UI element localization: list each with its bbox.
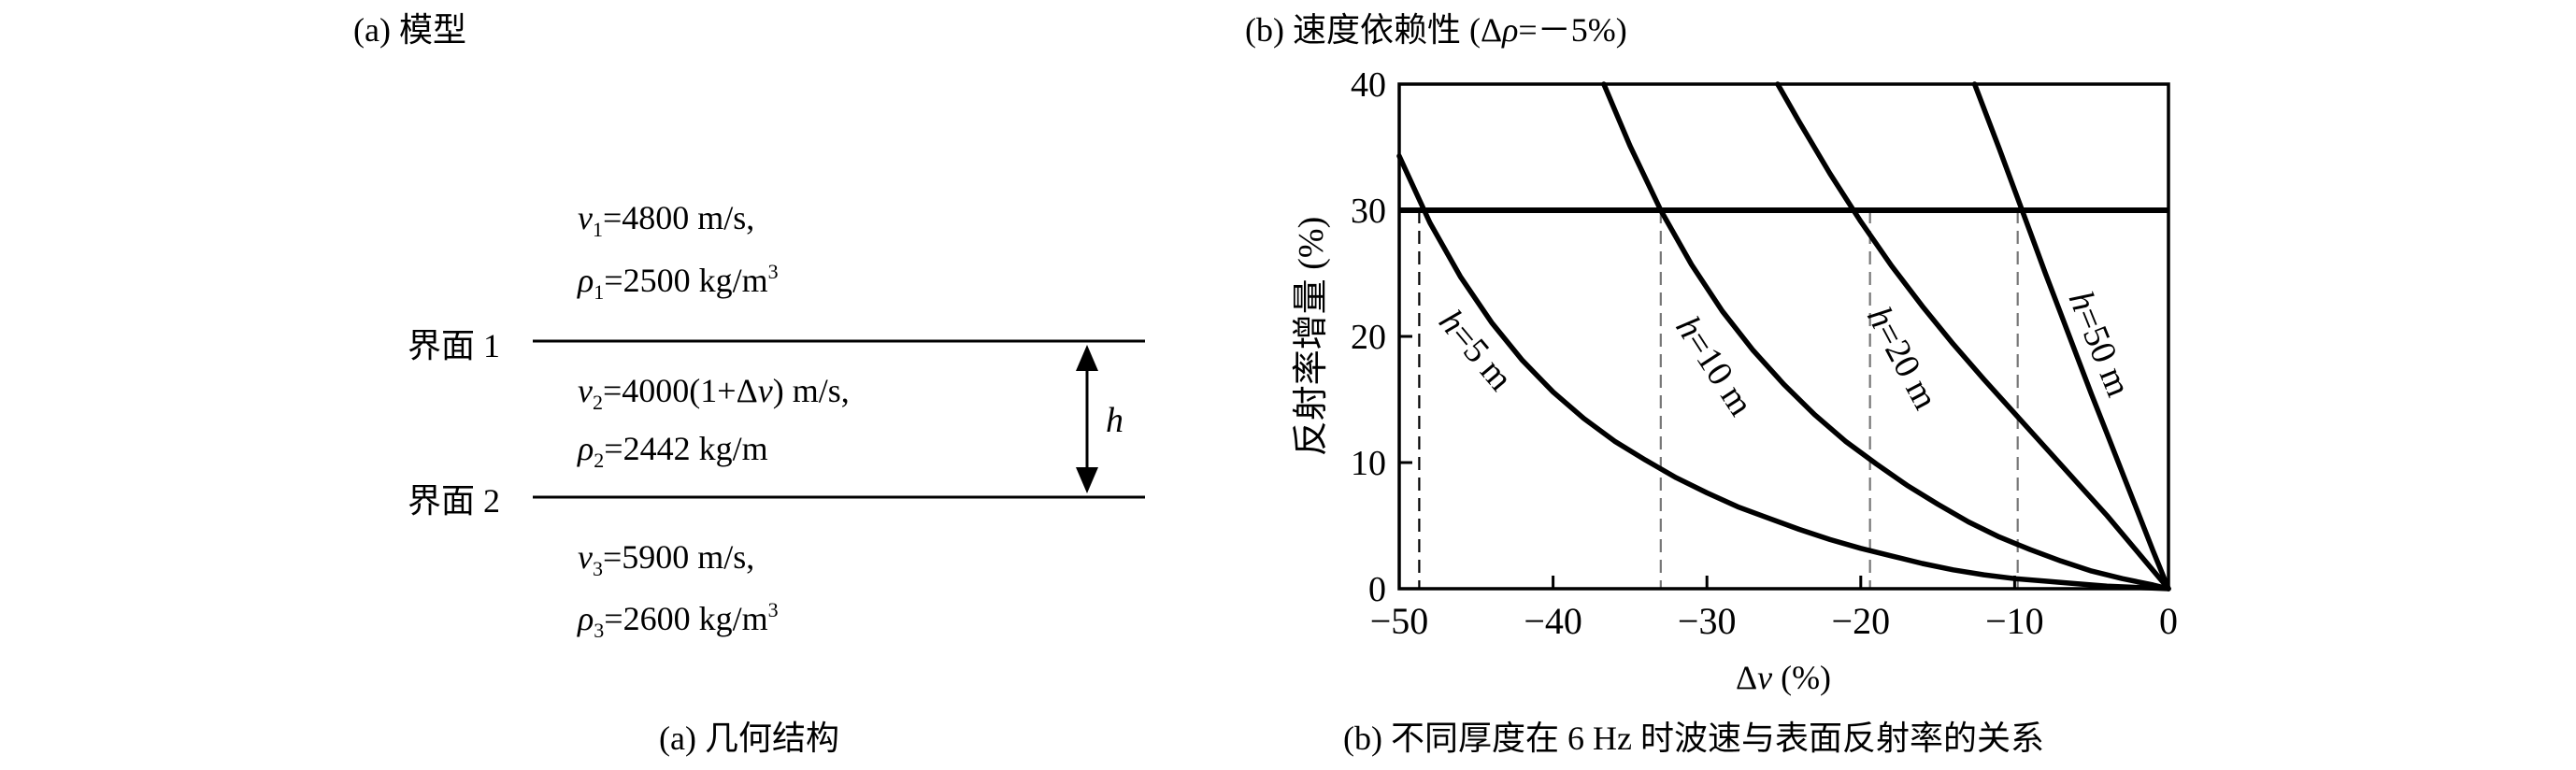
curve-h50 bbox=[1971, 81, 2171, 592]
panel-b-heading: (b) 速度依赖性 (Δρ=－5%) bbox=[1245, 11, 1627, 49]
curve-h10 bbox=[1601, 81, 2171, 592]
x-tick-label: −50 bbox=[1370, 600, 1429, 642]
curve-label-h10: h=10 m bbox=[1667, 309, 1760, 422]
thickness-arrow bbox=[1076, 345, 1098, 493]
x-tick-label: −30 bbox=[1678, 600, 1737, 642]
curve-h20 bbox=[1775, 81, 2171, 592]
interface-2-label: 界面 2 bbox=[408, 482, 500, 520]
y-tick-label: 20 bbox=[1351, 318, 1386, 357]
y-tick-label: 10 bbox=[1351, 444, 1386, 483]
layer-3-density: ρ3=2600 kg/m3 bbox=[577, 598, 779, 642]
layer-2-density: ρ2=2442 kg/m bbox=[577, 430, 768, 472]
y-tick-label: 0 bbox=[1368, 570, 1386, 609]
x-axis-label: Δv (%) bbox=[1736, 659, 1831, 696]
y-tick-label: 40 bbox=[1351, 65, 1386, 105]
panel-a: (a) 模型 v1=4800 m/s, ρ1=2500 kg/m3 界面 1 v… bbox=[353, 11, 1145, 757]
interface-1-label: 界面 1 bbox=[408, 327, 500, 364]
x-tick-label: −10 bbox=[1985, 600, 2044, 642]
thickness-label: h bbox=[1106, 401, 1123, 440]
curve-labels: h=5 m h=10 mh=20 mh=50 m bbox=[1431, 286, 2139, 423]
panel-a-caption: (a) 几何结构 bbox=[659, 720, 839, 757]
curve-h5 bbox=[1396, 153, 2171, 592]
y-axis: 0 10 20 30 40 bbox=[1351, 65, 1412, 609]
plot-curves bbox=[1396, 81, 2171, 592]
plot-frame bbox=[1397, 82, 2170, 591]
panel-a-heading: (a) 模型 bbox=[353, 11, 466, 49]
y-tick-label: 30 bbox=[1351, 192, 1386, 231]
panel-b-caption: (b) 不同厚度在 6 Hz 时波速与表面反射率的关系 bbox=[1343, 720, 2044, 757]
x-tick-label: −40 bbox=[1524, 600, 1582, 642]
layer-2-velocity: v2=4000(1+Δv) m/s, bbox=[578, 372, 850, 414]
layer-1-density: ρ1=2500 kg/m3 bbox=[577, 260, 779, 304]
x-axis: −50 −40 −30 −20 −10 0 bbox=[1370, 576, 2178, 642]
y-axis-label: 反射率增量 (%) bbox=[1292, 217, 1331, 456]
x-tick-label: −20 bbox=[1832, 600, 1891, 642]
x-tick-label: 0 bbox=[2159, 600, 2178, 642]
layer-1-velocity: v1=4800 m/s, bbox=[578, 199, 754, 241]
panel-b: (b) 速度依赖性 (Δρ=－5%) −50 −40 −30 −20 −10 0 0 10 2… bbox=[1245, 11, 2178, 757]
layer-3-velocity: v3=5900 m/s, bbox=[578, 538, 754, 580]
curve-label-h5: h=5 m bbox=[1431, 303, 1520, 398]
